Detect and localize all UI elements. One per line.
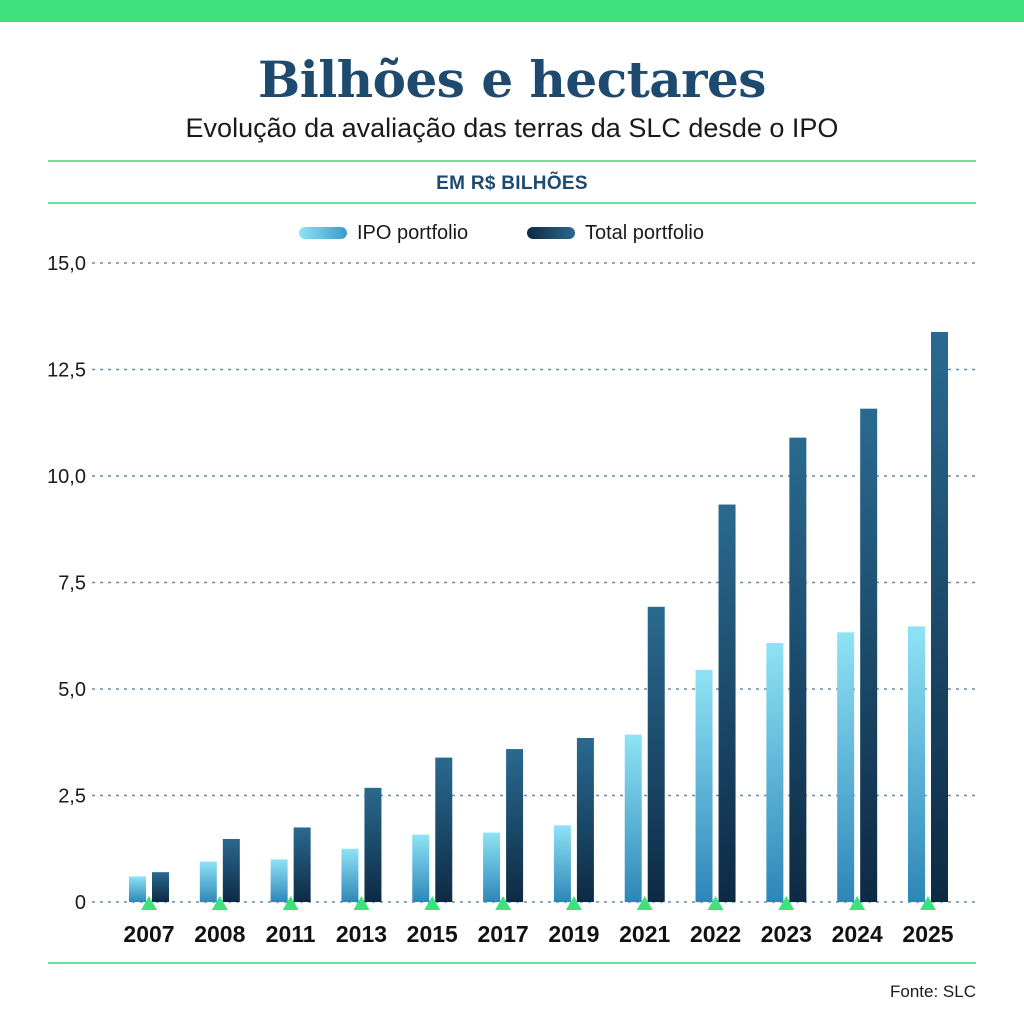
bar-ipo-portfolio [553, 825, 571, 902]
y-tick-label: 0 [75, 892, 86, 914]
y-tick-label: 7,5 [58, 573, 86, 595]
y-tick-label: 10,0 [47, 466, 86, 488]
x-tick-label: 2019 [548, 921, 599, 947]
baseline-marker [424, 896, 441, 910]
divider-top [48, 160, 976, 162]
chart-subtitle: Evolução da avaliação das terras da SLC … [185, 113, 839, 143]
grid-layer: 0 2,5 5,0 7,5 10,0 12,5 15,0 [47, 253, 980, 914]
divider-middle [48, 202, 976, 204]
bar-total-portfolio [222, 838, 240, 902]
bar-ipo-portfolio [695, 669, 713, 902]
bar-ipo-portfolio [766, 642, 784, 902]
x-tick-label: 2024 [832, 921, 883, 947]
legend-label-ipo: IPO portfolio [357, 221, 469, 244]
baseline-marker [778, 896, 795, 910]
bar-ipo-portfolio [341, 848, 359, 902]
legend-item-total: Total portfolio [527, 218, 704, 248]
divider-bottom [48, 962, 976, 964]
legend-swatch-total [527, 227, 575, 239]
y-tick-label: 15,0 [47, 253, 86, 275]
chart-title: Bilhões e hectares [258, 50, 766, 109]
x-tick-label: 2007 [123, 921, 174, 947]
bar-ipo-portfolio [908, 626, 925, 902]
bar-total-portfolio [435, 757, 453, 902]
bar-ipo-portfolio [624, 734, 642, 902]
bars-layer [129, 332, 948, 910]
x-tick-label: 2017 [478, 921, 529, 947]
x-tick-label: 2021 [619, 921, 670, 947]
baseline-marker [849, 896, 866, 910]
y-tick-label: 12,5 [47, 360, 86, 382]
bar-total-portfolio [576, 737, 594, 902]
x-tick-label: 2022 [690, 921, 741, 947]
unit-label: EM R$ BILHÕES [436, 173, 588, 194]
baseline-marker [141, 896, 157, 910]
bar-ipo-portfolio [483, 832, 501, 902]
bar-ipo-portfolio [837, 632, 855, 902]
legend-swatch-ipo [299, 227, 347, 239]
x-tick-label: 2015 [407, 921, 458, 947]
bar-total-portfolio [152, 872, 169, 902]
legend-item-ipo: IPO portfolio [299, 218, 468, 248]
baseline-marker [565, 896, 582, 910]
x-tick-label: 2011 [266, 921, 316, 947]
top-accent-bar [0, 0, 1024, 22]
baseline-marker [920, 896, 936, 910]
bar-total-portfolio [931, 332, 948, 903]
legend: IPO portfolio Total portfolio [0, 218, 1024, 248]
bar-total-portfolio [293, 827, 311, 902]
bar-ipo-portfolio [199, 861, 217, 902]
bar-ipo-portfolio [412, 834, 430, 902]
baseline-marker [282, 896, 299, 910]
bar-ipo-portfolio [129, 876, 146, 902]
bar-total-portfolio [718, 504, 736, 902]
bar-total-portfolio [647, 606, 665, 902]
baseline-marker [353, 896, 370, 910]
x-tick-label: 2023 [761, 921, 812, 947]
baseline-marker [636, 896, 653, 910]
bar-total-portfolio [860, 408, 878, 902]
x-tick-label: 2013 [336, 921, 387, 947]
bar-total-portfolio [789, 437, 807, 902]
baseline-marker [707, 896, 724, 910]
x-tick-label: 2008 [194, 921, 245, 947]
baseline-marker [495, 896, 512, 910]
baseline-marker [211, 896, 228, 910]
x-tick-label: 2025 [902, 921, 953, 947]
x-labels-layer: 2007 2008 2011 2013 2015 2017 2019 2021 2022 2023… [123, 921, 953, 947]
source-note: Fonte: SLC [890, 982, 976, 1001]
bar-total-portfolio [506, 749, 524, 902]
y-tick-label: 2,5 [58, 786, 86, 808]
y-tick-label: 5,0 [58, 679, 86, 701]
bar-total-portfolio [364, 787, 382, 902]
legend-label-total: Total portfolio [585, 221, 704, 244]
bar-ipo-portfolio [270, 859, 288, 902]
